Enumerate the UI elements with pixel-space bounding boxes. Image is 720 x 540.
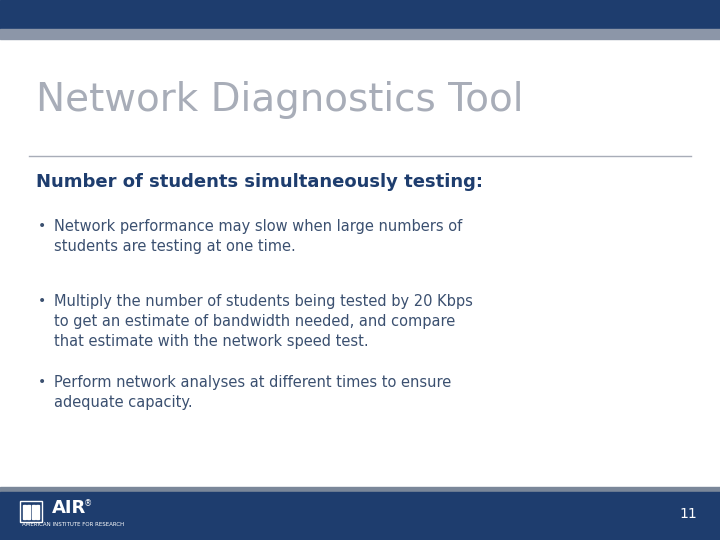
Text: AMERICAN INSTITUTE FOR RESEARCH: AMERICAN INSTITUTE FOR RESEARCH (22, 522, 124, 528)
Bar (23, 505, 26, 519)
Text: AIR: AIR (52, 498, 86, 517)
Bar (0, 0, 720, 29)
Bar (20, 501, 42, 522)
Text: Network performance may slow when large numbers of
students are testing at one t: Network performance may slow when large … (54, 219, 462, 253)
Text: •: • (37, 375, 45, 389)
Text: ®: ® (84, 500, 92, 508)
Text: Network Diagnostics Tool: Network Diagnostics Tool (36, 81, 523, 119)
Text: Multiply the number of students being tested by 20 Kbps
to get an estimate of ba: Multiply the number of students being te… (54, 294, 473, 349)
Text: Number of students simultaneously testing:: Number of students simultaneously testin… (36, 173, 483, 191)
Bar (32, 505, 35, 519)
Text: •: • (37, 219, 45, 233)
Bar (36, 505, 39, 519)
Text: Perform network analyses at different times to ensure
adequate capacity.: Perform network analyses at different ti… (54, 375, 451, 410)
Bar (27, 505, 30, 519)
Bar (0, 487, 720, 492)
Bar (0, 492, 720, 540)
Bar (0, 29, 720, 39)
Text: 11: 11 (679, 507, 697, 521)
Text: •: • (37, 294, 45, 308)
